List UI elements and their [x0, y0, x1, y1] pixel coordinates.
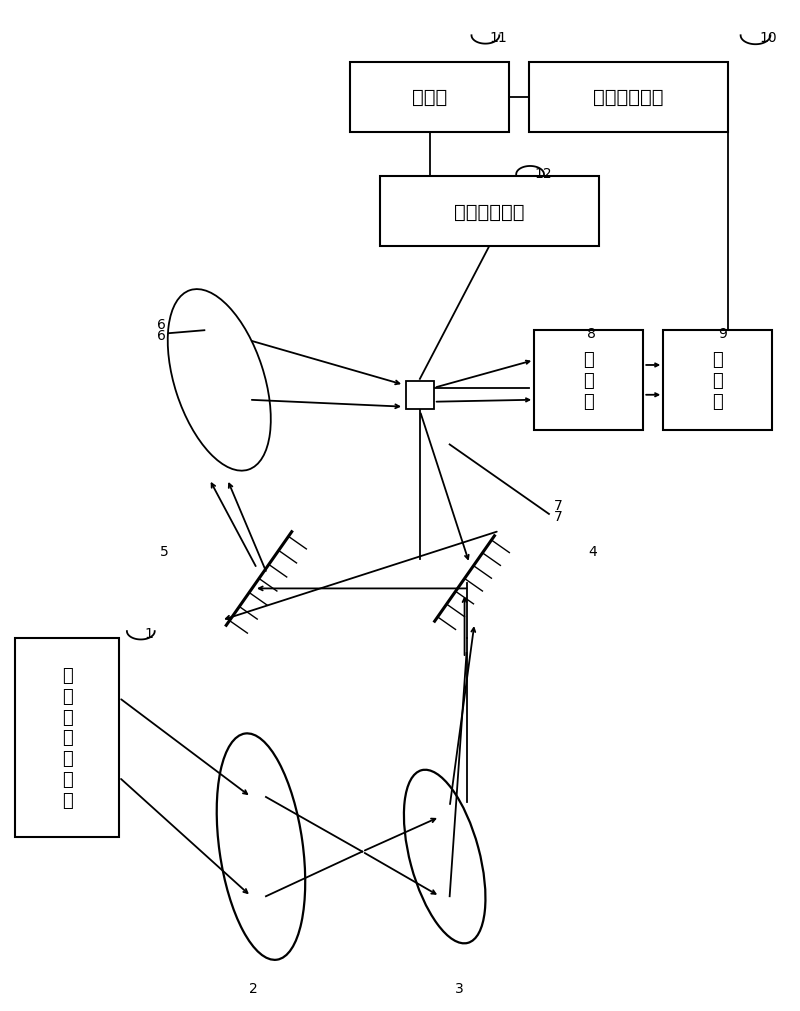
Text: 步进电机单元: 步进电机单元: [454, 202, 525, 221]
Text: 6: 6: [157, 317, 166, 332]
Bar: [529, 63, 728, 132]
Text: 8: 8: [586, 327, 595, 341]
Text: 显示端: 显示端: [412, 88, 447, 107]
Bar: [663, 331, 772, 430]
Text: 7: 7: [554, 510, 562, 524]
Text: 探
测
器: 探 测 器: [713, 351, 723, 410]
Bar: [15, 638, 119, 837]
Bar: [350, 63, 510, 132]
Text: 4: 4: [589, 544, 598, 558]
Text: 7: 7: [554, 498, 562, 513]
Text: 10: 10: [759, 31, 777, 45]
Text: 11: 11: [490, 31, 507, 45]
Text: 2: 2: [249, 981, 258, 995]
Text: 信号处理单元: 信号处理单元: [593, 88, 664, 107]
Text: 12: 12: [534, 167, 552, 181]
Bar: [534, 331, 643, 430]
Bar: [380, 177, 598, 247]
Bar: [406, 381, 434, 409]
Text: 3: 3: [454, 981, 463, 995]
Text: 5: 5: [160, 544, 169, 558]
Text: 斩
波
器: 斩 波 器: [583, 351, 594, 410]
Text: 9: 9: [718, 327, 726, 341]
Text: 太
赫
兹
波
辐
射
源: 太 赫 兹 波 辐 射 源: [62, 666, 73, 809]
Text: 6: 6: [157, 329, 166, 343]
Text: 1: 1: [145, 627, 154, 641]
